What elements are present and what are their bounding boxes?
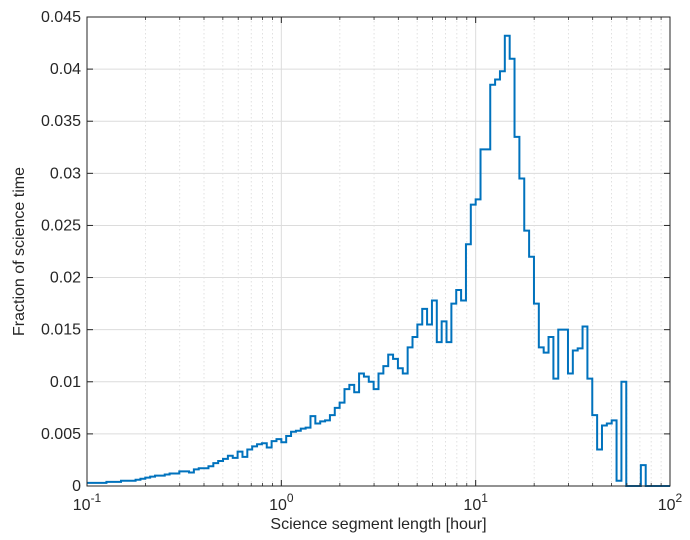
y-tick-label: 0.015 bbox=[41, 322, 81, 339]
plot-frame bbox=[86, 16, 671, 487]
y-axis-label: Fraction of science time bbox=[11, 167, 28, 336]
x-axis-label: Science segment length [hour] bbox=[270, 516, 486, 533]
y-tick-label: 0.02 bbox=[50, 270, 81, 287]
y-tick-label: 0.025 bbox=[41, 217, 81, 234]
y-tick-label: 0.04 bbox=[50, 61, 81, 78]
y-tick-label: 0.03 bbox=[50, 165, 81, 182]
histogram-stairs-line bbox=[87, 34, 670, 487]
y-tick-label: 0 bbox=[72, 478, 81, 495]
plot-background bbox=[87, 17, 670, 486]
x-tick-label: 100 bbox=[269, 491, 294, 514]
x-tick-label: 101 bbox=[463, 491, 488, 514]
y-tick-label: 0.005 bbox=[41, 426, 81, 443]
axis-ticks: 10-1 100 101 102 0 0.005 0.01 0.015 0.02 0.025 0.0… bbox=[41, 9, 683, 514]
y-tick-label: 0.01 bbox=[50, 374, 81, 391]
x-tick-label: 102 bbox=[658, 491, 683, 514]
x-tick-label: 10-1 bbox=[73, 491, 102, 514]
y-tick-label: 0.045 bbox=[41, 9, 81, 26]
data-series bbox=[87, 34, 670, 487]
y-tick-label: 0.035 bbox=[41, 113, 81, 130]
